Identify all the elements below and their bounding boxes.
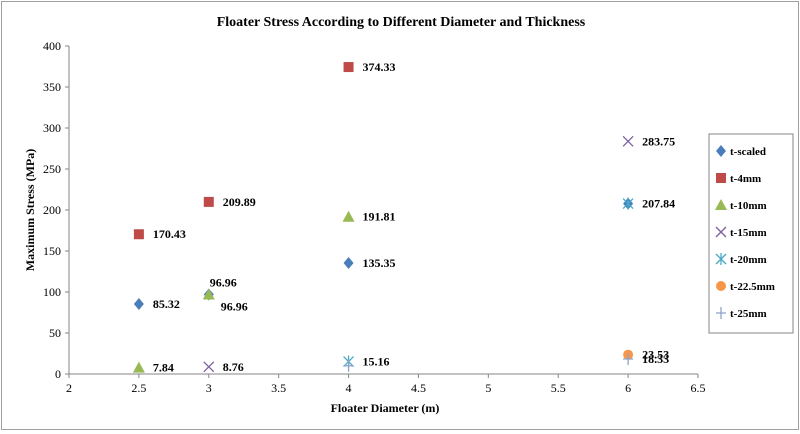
x-tick-label: 5.5 bbox=[551, 381, 566, 395]
point-t-20mm bbox=[622, 197, 634, 210]
y-tick-label: 50 bbox=[49, 326, 61, 340]
data-label: 135.35 bbox=[363, 256, 396, 270]
point-t-15mm bbox=[622, 135, 634, 147]
plot-axes: 2 2.5 3 3.5 4 4.5 5 5.5 6 6.5 0 50 100 150 200 250 300 35… bbox=[43, 39, 706, 395]
legend-marker bbox=[716, 307, 726, 319]
legend-marker bbox=[715, 253, 727, 265]
point-t-25mm bbox=[623, 352, 634, 365]
x-axis-title: Floater Diameter (m) bbox=[331, 401, 440, 415]
legend-marker bbox=[715, 199, 727, 210]
legend-label: t-10mm bbox=[730, 200, 767, 212]
y-tick-label: 100 bbox=[43, 285, 61, 299]
y-tick-label: 0 bbox=[55, 367, 61, 381]
data-label: 283.75 bbox=[642, 134, 675, 148]
data-labels: 85.32 135.35 207.84 170.43 209.89 374.33 7.84 9… bbox=[153, 60, 675, 375]
point-t-10mm bbox=[132, 361, 145, 373]
legend-label: t-25mm bbox=[730, 308, 767, 320]
data-label: 8.76 bbox=[223, 360, 244, 374]
data-label: 96.96 bbox=[210, 275, 237, 289]
data-label: 7.84 bbox=[153, 361, 174, 375]
point-t-4mm bbox=[133, 229, 144, 240]
legend-label: t-4mm bbox=[730, 173, 761, 185]
x-tick-label: 2 bbox=[66, 381, 72, 395]
x-tick-label: 3.5 bbox=[271, 381, 286, 395]
x-tick-label: 3 bbox=[206, 381, 212, 395]
legend-item: t-20mm bbox=[715, 253, 767, 266]
y-tick-label: 150 bbox=[43, 244, 61, 258]
point-t-10mm bbox=[342, 210, 355, 222]
x-tick-label: 6 bbox=[625, 381, 631, 395]
legend-marker bbox=[715, 226, 727, 238]
point-t-15mm bbox=[203, 361, 215, 373]
x-tick-label: 5 bbox=[485, 381, 491, 395]
y-axis-title: Maximum Stress (MPa) bbox=[23, 149, 37, 271]
data-marks bbox=[132, 62, 634, 373]
legend-item: t-25mm bbox=[716, 307, 767, 320]
point-t-25mm bbox=[343, 359, 354, 372]
x-tick-label: 4 bbox=[346, 381, 352, 395]
data-label: 18.33 bbox=[642, 352, 669, 366]
legend-label: t-20mm bbox=[730, 254, 767, 266]
legend-item: t-15mm bbox=[715, 226, 767, 239]
y-tick-label: 200 bbox=[43, 203, 61, 217]
point-t-4mm bbox=[203, 196, 214, 207]
data-label-annotation: 96.96 bbox=[221, 299, 248, 313]
data-label: 207.84 bbox=[642, 197, 675, 211]
data-label: 170.43 bbox=[153, 227, 186, 241]
y-tick-label: 400 bbox=[43, 39, 61, 53]
y-tick-label: 350 bbox=[43, 80, 61, 94]
point-t-4mm bbox=[343, 62, 354, 73]
scatter-chart: Floater Stress According to Different Di… bbox=[23, 15, 794, 415]
legend-item: t-10mm bbox=[715, 199, 767, 212]
x-tick-label: 6.5 bbox=[691, 381, 706, 395]
y-tick-label: 250 bbox=[43, 162, 61, 176]
legend-marker bbox=[716, 281, 726, 291]
legend-label: t-22.5mm bbox=[730, 281, 775, 293]
data-label: 23.53 bbox=[642, 348, 669, 362]
legend-label: t-15mm bbox=[730, 227, 767, 239]
data-label: 85.32 bbox=[153, 297, 180, 311]
legend-item: t-4mm bbox=[716, 173, 761, 185]
legend-item: t-22.5mm bbox=[716, 281, 775, 293]
chart-title: Floater Stress According to Different Di… bbox=[217, 15, 586, 30]
y-tick-label: 300 bbox=[43, 121, 61, 135]
point-t-scaled bbox=[133, 298, 144, 311]
legend: t-scaled t-4mm t-10mm t-15mm t-20mm t-22.5mm t… bbox=[708, 133, 794, 334]
data-label: 374.33 bbox=[363, 60, 396, 74]
legend-label: t-scaled bbox=[730, 146, 766, 158]
data-label: 15.16 bbox=[363, 355, 390, 369]
point-t-scaled bbox=[343, 257, 354, 270]
point-t-10mm bbox=[202, 288, 215, 300]
legend-marker bbox=[716, 145, 726, 157]
legend-marker bbox=[716, 173, 726, 183]
data-label: 191.81 bbox=[363, 210, 396, 224]
data-label: 209.89 bbox=[223, 195, 256, 209]
x-tick-label: 4.5 bbox=[411, 381, 426, 395]
x-tick-label: 2.5 bbox=[131, 381, 146, 395]
legend-item: t-scaled bbox=[716, 145, 766, 158]
